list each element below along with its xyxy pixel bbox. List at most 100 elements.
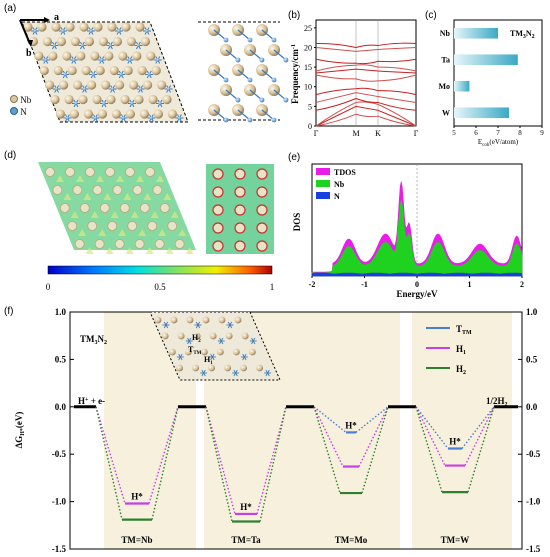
site-h2: H2: [192, 333, 201, 344]
nb-atom: [37, 22, 47, 32]
n-atom: [130, 101, 134, 106]
cohesive-energy-bar: [454, 54, 518, 66]
elf-lobe: [110, 211, 119, 218]
nb-legend-marker: [10, 95, 18, 103]
elf-lobe: [103, 193, 112, 200]
elf-atom: [134, 239, 145, 249]
n-legend-marker: [10, 107, 18, 115]
b-ytick: 15: [304, 63, 312, 72]
nb-atom: [140, 36, 150, 47]
group-label: TM=Ta: [231, 535, 261, 545]
elf-lobe: [178, 229, 187, 236]
n-atom: [91, 72, 95, 77]
e-ylabel: DOS: [292, 213, 302, 232]
phonon-band: [315, 92, 417, 103]
elf-lobe: [163, 193, 172, 200]
f-ytick-right: 0.0: [526, 402, 538, 412]
elf-lobe: [136, 175, 144, 182]
elf-lobe: [150, 211, 159, 218]
n-atom: [259, 97, 265, 103]
phonon-band: [315, 105, 417, 127]
e-xtick: -2: [309, 280, 316, 289]
elf-lobe: [76, 175, 84, 182]
side-view-structure: [208, 24, 289, 123]
nb-atom: [34, 51, 44, 61]
elf-atom: [72, 185, 83, 195]
e-xtick: -1: [361, 280, 368, 289]
n-atom: [128, 58, 132, 62]
b-xtick-0: Γ: [314, 129, 319, 138]
colorbar: [47, 265, 273, 275]
legend-ttm: TTM: [456, 324, 472, 336]
connector: [361, 406, 389, 494]
nb-atom: [50, 94, 60, 105]
nb-atom: [148, 94, 158, 105]
b-ytick: 5: [308, 102, 312, 111]
nb-atom: [84, 36, 94, 47]
nb-atom: [106, 94, 116, 105]
panel-e-label: (e): [288, 152, 301, 163]
b-ytick: 0: [308, 122, 312, 131]
panel-c-label: (c): [425, 10, 437, 21]
f-ytick-right: 1.0: [526, 307, 538, 317]
elf-atom: [67, 221, 78, 231]
elf-atom: [99, 203, 110, 213]
nb-atom: [48, 51, 58, 61]
nb-atom: [177, 332, 185, 340]
nb-atom: [73, 80, 83, 90]
nb-atom: [98, 36, 108, 47]
legend-h1: H1: [456, 344, 466, 356]
elf-atom: [234, 204, 246, 216]
nb-atom: [129, 80, 139, 90]
nb-atom: [162, 94, 172, 105]
n-atom: [247, 37, 253, 43]
nb-atom: [134, 94, 144, 105]
elf-lobe: [170, 211, 179, 218]
nb-atom: [201, 348, 208, 356]
n-atom: [80, 43, 84, 48]
n-atom: [177, 116, 181, 120]
elf-atom: [234, 222, 246, 234]
n-atom: [271, 117, 277, 123]
nb-atom: [176, 364, 184, 372]
c-category-label: Mo: [438, 82, 450, 91]
elf-atom: [52, 185, 63, 195]
connector: [205, 406, 236, 515]
n-atom: [283, 57, 289, 63]
nb-atom: [79, 22, 89, 32]
c-xtick: 8: [518, 129, 522, 137]
f-start-label: H+ + e-: [78, 396, 105, 406]
n-atom: [149, 116, 153, 120]
elf-lobe: [105, 247, 114, 254]
nb-atom: [157, 80, 167, 90]
n-atom: [74, 101, 78, 106]
elf-lobe: [138, 229, 147, 236]
elf-atom: [125, 167, 135, 177]
f-ytick-left: -1.5: [52, 544, 67, 554]
nb-atom: [161, 332, 169, 340]
nb-atom: [240, 364, 248, 372]
elf-atom: [92, 185, 103, 195]
n-atom: [33, 29, 37, 33]
elf-atom: [74, 239, 85, 249]
n-atom: [223, 117, 229, 123]
f-legend: TTM H1 H2: [426, 324, 472, 376]
connector: [415, 406, 446, 466]
n-dos-curve: [311, 272, 523, 277]
elf-lobe: [158, 229, 167, 236]
elf-lobe: [98, 229, 107, 236]
n-atom: [145, 29, 149, 33]
elf-atom: [256, 204, 268, 216]
c-category-label: W: [442, 108, 450, 117]
nb-atom: [97, 109, 107, 119]
nb-atom: [45, 80, 55, 90]
n-atom: [100, 58, 104, 62]
elf-lobe: [56, 175, 64, 182]
nb-atom: [224, 364, 232, 372]
elf-lobe: [145, 247, 154, 254]
f-ytick-right: -1.5: [526, 544, 541, 554]
n-atom: [259, 57, 265, 63]
group-label: TM=W: [441, 535, 470, 545]
elf-atom: [256, 222, 268, 234]
panel-f-label: (f): [4, 306, 14, 317]
